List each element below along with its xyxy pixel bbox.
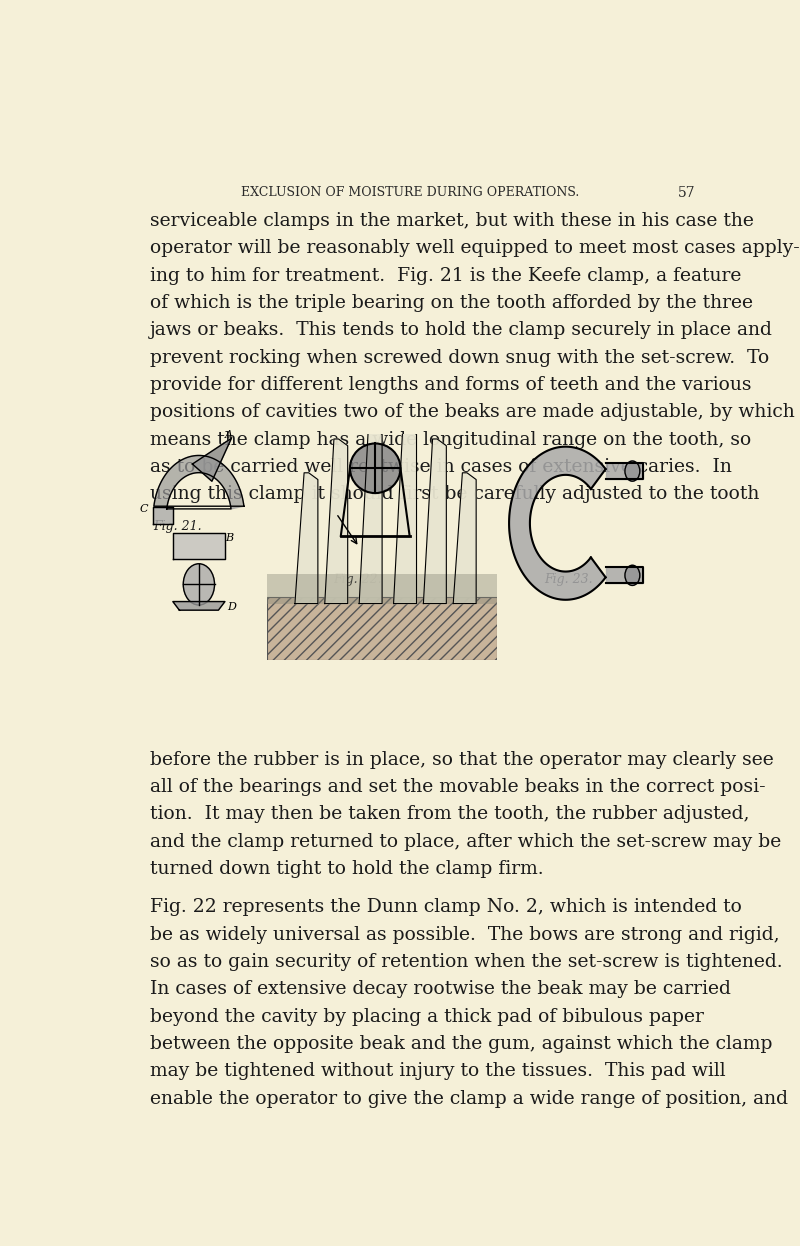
Text: Fig. 22 represents the Dunn clamp No. 2, which is intended to: Fig. 22 represents the Dunn clamp No. 2,… bbox=[150, 898, 742, 916]
Text: before the rubber is in place, so that the operator may clearly see: before the rubber is in place, so that t… bbox=[150, 750, 774, 769]
Text: provide for different lengths and forms of teeth and the various: provide for different lengths and forms … bbox=[150, 376, 751, 394]
Text: 57: 57 bbox=[678, 186, 695, 199]
Text: of which is the triple bearing on the tooth afforded by the three: of which is the triple bearing on the to… bbox=[150, 294, 753, 312]
Text: means the clamp has a wide longitudinal range on the tooth, so: means the clamp has a wide longitudinal … bbox=[150, 431, 751, 449]
Text: Fig. 22.: Fig. 22. bbox=[333, 573, 382, 586]
Text: positions of cavities two of the beaks are made adjustable, by which: positions of cavities two of the beaks a… bbox=[150, 404, 794, 421]
Text: as to be carried well rootwise in cases of extensive caries.  In: as to be carried well rootwise in cases … bbox=[150, 459, 731, 476]
Text: Fig. 21.: Fig. 21. bbox=[153, 521, 202, 533]
Text: In cases of extensive decay rootwise the beak may be carried: In cases of extensive decay rootwise the… bbox=[150, 981, 730, 998]
Text: may be tightened without injury to the tissues.  This pad will: may be tightened without injury to the t… bbox=[150, 1063, 726, 1080]
Text: tion.  It may then be taken from the tooth, the rubber adjusted,: tion. It may then be taken from the toot… bbox=[150, 805, 749, 824]
Text: all of the bearings and set the movable beaks in the correct posi-: all of the bearings and set the movable … bbox=[150, 778, 766, 796]
Text: EXCLUSION OF MOISTURE DURING OPERATIONS.: EXCLUSION OF MOISTURE DURING OPERATIONS. bbox=[241, 186, 579, 199]
Text: beyond the cavity by placing a thick pad of bibulous paper: beyond the cavity by placing a thick pad… bbox=[150, 1008, 703, 1025]
Text: using this clamp it should first be carefully adjusted to the tooth: using this clamp it should first be care… bbox=[150, 485, 759, 503]
Text: between the opposite beak and the gum, against which the clamp: between the opposite beak and the gum, a… bbox=[150, 1035, 772, 1053]
Text: jaws or beaks.  This tends to hold the clamp securely in place and: jaws or beaks. This tends to hold the cl… bbox=[150, 321, 773, 339]
Text: Fig. 23.: Fig. 23. bbox=[544, 573, 593, 586]
Text: be as widely universal as possible.  The bows are strong and rigid,: be as widely universal as possible. The … bbox=[150, 926, 779, 943]
Text: prevent rocking when screwed down snug with the set-screw.  To: prevent rocking when screwed down snug w… bbox=[150, 349, 769, 366]
Text: enable the operator to give the clamp a wide range of position, and: enable the operator to give the clamp a … bbox=[150, 1090, 787, 1108]
Text: turned down tight to hold the clamp firm.: turned down tight to hold the clamp firm… bbox=[150, 860, 543, 878]
Text: ing to him for treatment.  Fig. 21 is the Keefe clamp, a feature: ing to him for treatment. Fig. 21 is the… bbox=[150, 267, 741, 284]
Text: serviceable clamps in the market, but with these in his case the: serviceable clamps in the market, but wi… bbox=[150, 212, 754, 229]
Text: operator will be reasonably well equipped to meet most cases apply-: operator will be reasonably well equippe… bbox=[150, 239, 799, 257]
Text: and the clamp returned to place, after which the set-screw may be: and the clamp returned to place, after w… bbox=[150, 832, 781, 851]
Text: so as to gain security of retention when the set-screw is tightened.: so as to gain security of retention when… bbox=[150, 953, 782, 971]
